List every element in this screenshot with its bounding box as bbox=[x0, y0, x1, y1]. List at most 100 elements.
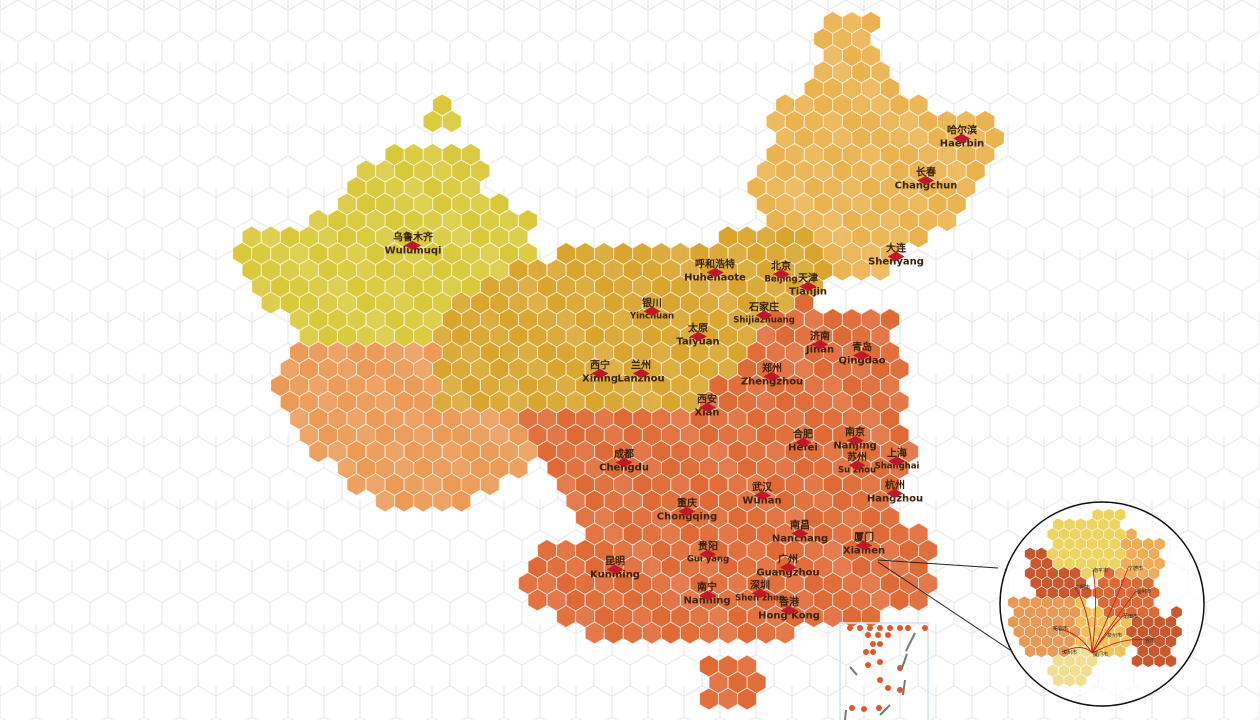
hex-tile-tibet bbox=[423, 407, 443, 430]
hex-tile-xinjiang bbox=[375, 192, 395, 216]
inset-hex-tile bbox=[1080, 586, 1093, 600]
inset-hex-tile bbox=[1024, 644, 1036, 658]
hex-tile-south bbox=[823, 539, 843, 562]
hex-tile-xinjiang bbox=[423, 275, 443, 298]
hex-tile-xinjiang bbox=[518, 209, 538, 232]
hex-tile-northeast bbox=[823, 143, 843, 166]
inset-hex-tile bbox=[1120, 596, 1132, 609]
city-marker-jinan[interactable]: 济南 Jinan bbox=[806, 332, 834, 356]
hex-tile-tibet bbox=[365, 440, 386, 463]
city-marker-wuhan[interactable]: 武汉 Wuhan bbox=[742, 483, 781, 507]
hex-tile-xinjiang bbox=[442, 242, 462, 265]
hex-tile-south bbox=[632, 572, 652, 595]
hex-tile-north bbox=[718, 324, 738, 348]
city-marker-hefei[interactable]: 合肥 Hefei bbox=[788, 430, 818, 454]
hex-tile-north bbox=[661, 357, 681, 381]
hex-tile-tibet bbox=[518, 440, 538, 463]
city-marker-tianjin[interactable]: 天津 Tianjin bbox=[789, 274, 827, 298]
hex-tile-north bbox=[527, 258, 548, 282]
city-marker-wulumuqi[interactable]: 乌鲁木齐 Wulumuqi bbox=[384, 233, 442, 257]
hex-tile-tibet bbox=[404, 341, 424, 364]
hex-tile-north bbox=[508, 258, 529, 282]
hex-tile-south bbox=[565, 423, 586, 447]
city-marker-yinchuan[interactable]: 银川Yinchuan bbox=[630, 299, 674, 320]
hex-tile-south bbox=[718, 489, 738, 513]
city-marker-zhengzhou[interactable]: 郑州 Zhengzhou bbox=[741, 364, 803, 388]
hex-tile-northeast bbox=[908, 126, 929, 150]
hex-tile-tibet bbox=[394, 423, 414, 447]
hex-tile-south bbox=[737, 357, 757, 381]
hex-tile-northeast bbox=[851, 126, 871, 150]
city-marker-beijing[interactable]: 北京Beijing bbox=[764, 262, 797, 283]
nine-dash-line-segment bbox=[844, 709, 847, 720]
city-marker-chongqing[interactable]: 重庆 Chongqing bbox=[657, 499, 717, 523]
inset-hex-tile bbox=[1092, 566, 1104, 580]
city-marker-changchun[interactable]: 长春 Changchun bbox=[895, 168, 958, 192]
city-marker-qingdao[interactable]: 青岛 Qingdao bbox=[839, 343, 886, 367]
hex-tile-tibet bbox=[499, 407, 519, 430]
city-marker-taiyuan[interactable]: 太原 Taiyuan bbox=[676, 323, 719, 348]
hex-tile-hainan bbox=[737, 687, 757, 711]
hex-tile-north bbox=[594, 242, 614, 265]
hex-tile-south bbox=[832, 390, 852, 414]
city-marker-shijiazhuang[interactable]: 石家庄Shijiazhuang bbox=[733, 303, 795, 324]
inset-hex-tile bbox=[1052, 596, 1064, 609]
hex-tile-north bbox=[470, 357, 490, 381]
city-marker-xining[interactable]: 西宁 Xining bbox=[582, 361, 618, 385]
city-marker-kunming[interactable]: 昆明 Kunming bbox=[590, 557, 640, 581]
hex-tile-northeast bbox=[804, 209, 824, 232]
city-marker-suzhou[interactable]: 苏州 Su zhou bbox=[838, 453, 876, 474]
hex-tile-northeast bbox=[832, 93, 852, 117]
city-marker-nanning[interactable]: 南宁 Nanning bbox=[683, 583, 730, 607]
city-marker-chengdu[interactable]: 成都 Chengdu bbox=[599, 450, 649, 474]
city-marker-nanchang[interactable]: 南昌 Nanchang bbox=[772, 521, 828, 545]
hex-tile-north bbox=[546, 324, 567, 348]
hex-tile-north bbox=[766, 275, 786, 298]
inset-hex-tile bbox=[1142, 537, 1154, 551]
hex-tile-south bbox=[870, 324, 891, 348]
hex-tile-south bbox=[775, 324, 795, 348]
hex-tile-south bbox=[899, 539, 919, 562]
city-marker-guangzhou[interactable]: 广州 Guangzhou bbox=[756, 555, 819, 579]
hex-tile-north bbox=[680, 390, 700, 414]
hex-tile-north bbox=[661, 324, 681, 348]
hex-tile-south bbox=[556, 605, 576, 628]
hex-tile-north bbox=[680, 357, 700, 381]
hex-tile-tibet bbox=[346, 374, 367, 397]
hex-tile-tibet bbox=[442, 473, 462, 496]
hex-tile-south bbox=[832, 555, 852, 579]
inset-hex-tile bbox=[1041, 635, 1053, 648]
hex-tile-xinjiang bbox=[432, 291, 452, 315]
hex-tile-northeast bbox=[823, 176, 843, 199]
city-marker-guiyang[interactable]: 贵阳 Gui yang bbox=[687, 542, 729, 563]
city-marker-xian[interactable]: 西安 Xian bbox=[694, 395, 719, 419]
hex-tile-north bbox=[499, 308, 519, 331]
city-marker-shenzhen[interactable]: 深圳 Shen zhen bbox=[735, 581, 785, 602]
hex-tile-xinjiang bbox=[337, 192, 357, 216]
nine-dash-line-segment bbox=[901, 653, 908, 669]
city-marker-shenyang[interactable]: 大连 Shenyang bbox=[868, 244, 924, 268]
inset-hex-tile bbox=[1069, 664, 1081, 678]
hex-tile-xinjiang bbox=[394, 159, 414, 183]
hex-tile-north bbox=[480, 341, 500, 364]
city-marker-nanjing[interactable]: 南京 Nanjing bbox=[833, 428, 876, 452]
hex-tile-tibet bbox=[508, 456, 529, 480]
city-name-en: Wulumuqi bbox=[384, 245, 442, 256]
city-marker-lanzhou[interactable]: 兰州 Lanzhou bbox=[617, 361, 664, 385]
hex-tile-south bbox=[689, 605, 710, 628]
island-dot bbox=[877, 641, 883, 647]
city-marker-hangzhou[interactable]: 杭州 Hangzhou bbox=[867, 481, 923, 505]
city-marker-hongkong[interactable]: 香港 Hong Kong bbox=[758, 598, 820, 622]
inset-hex-tile bbox=[1086, 557, 1098, 570]
hex-tile-north bbox=[727, 242, 748, 265]
city-marker-huhehaote[interactable]: 呼和浩特 Huhehaote bbox=[684, 260, 746, 284]
hex-tile-xinjiang bbox=[375, 258, 395, 282]
city-marker-haerbin[interactable]: 哈尔滨 Haerbin bbox=[940, 126, 985, 150]
hex-tile-northeast bbox=[766, 176, 786, 199]
city-marker-shanghai[interactable]: 上海 Shanghai bbox=[875, 449, 920, 470]
city-name-zh: 太原 bbox=[688, 323, 708, 335]
city-marker-xiamen[interactable]: 厦门 Xiamen bbox=[843, 533, 885, 557]
inset-hex-tile bbox=[1069, 605, 1081, 619]
hex-tile-south bbox=[842, 572, 862, 595]
inset-hex-tile bbox=[1170, 605, 1183, 619]
